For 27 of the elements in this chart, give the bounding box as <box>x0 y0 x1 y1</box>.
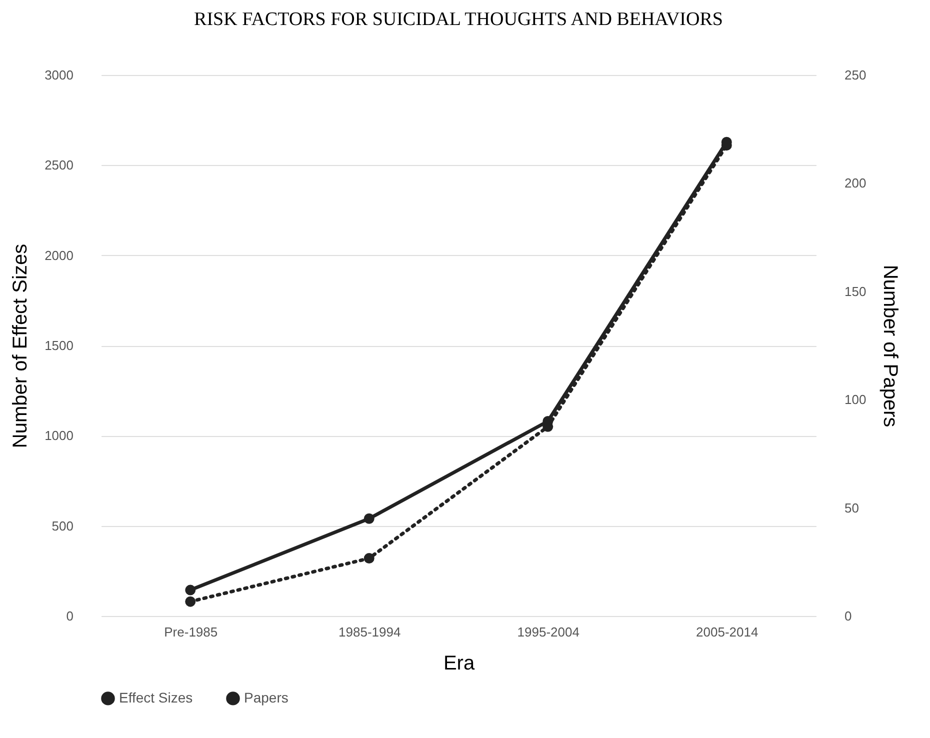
y-tick-label: 1000 <box>44 428 74 444</box>
y-tick-label: 2500 <box>44 158 74 173</box>
y2-tick-label: 50 <box>844 500 859 516</box>
x-tick-label: 2005-2014 <box>696 624 758 640</box>
y-tick-label: 0 <box>66 608 74 624</box>
x-tick-label: Pre-1985 <box>164 624 218 640</box>
y2-tick-label: 100 <box>844 392 866 408</box>
legend-label: Effect Sizes <box>119 689 193 706</box>
y2-tick-label: 200 <box>844 176 866 191</box>
x-axis-title: Era <box>443 652 476 674</box>
point <box>185 596 196 607</box>
point <box>364 513 374 524</box>
chart-title: RISK FACTORS FOR SUICIDAL THOUGHTS AND BEHAVIORS <box>194 9 723 30</box>
y-tick-label: 3000 <box>44 68 74 82</box>
y2-tick-label: 250 <box>844 68 866 82</box>
point <box>185 584 196 596</box>
y-tick-label: 1500 <box>44 338 74 353</box>
y2-axis-title: Number of Papers <box>879 264 902 428</box>
y-tick-label: 500 <box>52 518 74 534</box>
point <box>364 553 374 564</box>
legend-label: Papers <box>244 689 288 706</box>
y2-tick-label: 150 <box>844 284 866 299</box>
x-tick-label: 1995-2004 <box>517 624 580 640</box>
y-axis-title: Number of Effect Sizes <box>10 244 32 448</box>
y2-tick-label: 0 <box>844 608 852 624</box>
x-tick-label: 1985-1994 <box>338 624 401 640</box>
y-tick-label: 2000 <box>44 248 74 263</box>
